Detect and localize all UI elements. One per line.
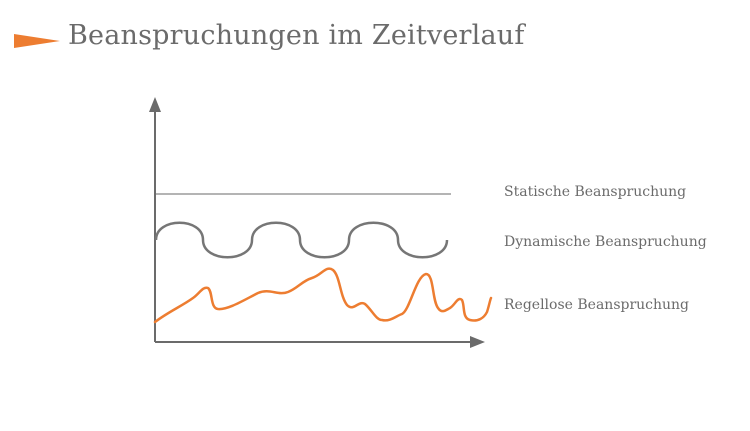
axes [154,108,474,343]
random-load-curve [153,267,493,324]
x-axis-arrow-icon [470,336,485,348]
dynamic-load-label: Dynamische Beanspruchung [504,234,707,250]
static-load-label: Statische Beanspruchung [504,184,687,200]
slide-title: Beanspruchungen im Zeitverlauf [68,20,525,51]
y-axis-arrow-icon [149,97,161,112]
dynamic-load-curve [154,221,449,259]
title-arrow-icon [14,34,60,48]
random-load-label: Regellose Beanspruchung [504,297,690,313]
